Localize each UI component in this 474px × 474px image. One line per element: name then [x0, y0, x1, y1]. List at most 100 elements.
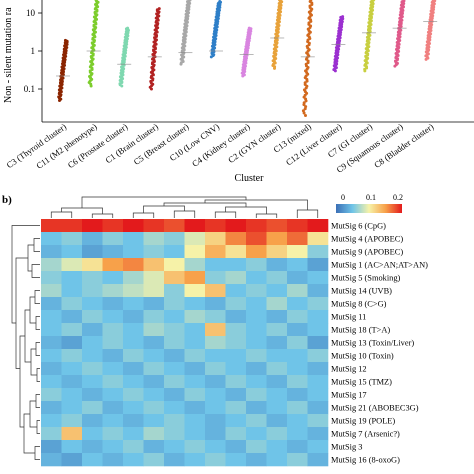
- heatmap-cell: [225, 349, 247, 363]
- heatmap-cell: [225, 310, 247, 324]
- heatmap-cell: [102, 388, 124, 402]
- heatmap-cell: [123, 427, 144, 441]
- row-dendrogram: [11, 225, 40, 460]
- heatmap-cell: [205, 427, 226, 441]
- heatmap-cell: [164, 414, 185, 428]
- y-tick-label: 1: [31, 46, 36, 56]
- heatmap-cell: [164, 349, 185, 363]
- heatmap-row-label: MutSig 4 (APOBEC): [331, 235, 403, 244]
- heatmap-cell: [82, 401, 103, 415]
- heatmap-cell: [61, 271, 83, 285]
- heatmap-row-label: MutSig 10 (Toxin): [331, 352, 394, 361]
- heatmap-cell: [82, 375, 103, 389]
- heatmap-cell: [287, 427, 308, 441]
- heatmap-cell: [307, 297, 329, 311]
- dendrogram-branch: [173, 210, 196, 218]
- heatmap-cell: [266, 284, 288, 298]
- heatmap-cell: [205, 310, 226, 324]
- heatmap-cell: [184, 401, 206, 415]
- data-point: [309, 0, 313, 2]
- heatmap-cell: [225, 245, 247, 259]
- dendrogram-branch: [33, 238, 40, 252]
- heatmap-row-label: MutSig 17: [331, 391, 367, 400]
- heatmap-cell: [123, 297, 144, 311]
- heatmap-cell: [41, 349, 62, 363]
- cluster-tick-labels: C3 (Thyroid cluster)C11 (M2 phenotype)C6…: [5, 121, 436, 174]
- dendrogram-branch: [61, 207, 103, 214]
- heatmap-row-label: MutSig 21 (ABOBEC3G): [331, 404, 419, 413]
- heatmap-cell: [61, 284, 83, 298]
- heatmap-cell: [184, 349, 206, 363]
- heatmap-cell: [61, 297, 83, 311]
- heatmap-cell: [184, 232, 206, 246]
- heatmap-cell: [123, 271, 144, 285]
- cluster-tick-label: C2 (GYN cluster): [226, 121, 282, 165]
- dendrogram-branch: [35, 316, 40, 330]
- heatmap-cell: [184, 323, 206, 337]
- colorbar-tick-2: 0.2: [393, 193, 403, 202]
- heatmap-cell: [102, 297, 124, 311]
- heatmap-cell: [246, 271, 267, 285]
- heatmap-cell: [184, 414, 206, 428]
- heatmap-cell: [61, 440, 83, 454]
- heatmap-cell: [205, 258, 226, 272]
- heatmap-cell: [205, 297, 226, 311]
- heatmap-cell: [143, 427, 165, 441]
- dendrogram-branch: [27, 244, 34, 272]
- heatmap-cell: [123, 219, 144, 233]
- heatmap-cell: [266, 388, 288, 402]
- heatmap-cell: [205, 284, 226, 298]
- heatmap-cell: [102, 323, 124, 337]
- heatmap-cell: [102, 310, 124, 324]
- heatmap-cell: [225, 232, 247, 246]
- data-point: [188, 0, 192, 2]
- y-tick-label: 10: [26, 8, 36, 18]
- heatmap-cell: [184, 453, 206, 467]
- heatmap-cell: [164, 401, 185, 415]
- column-dendrogram: [50, 196, 319, 218]
- data-point: [247, 26, 251, 30]
- heatmap-cell: [205, 323, 226, 337]
- dendrogram-branch: [132, 212, 155, 218]
- heatmap-cell: [41, 388, 62, 402]
- heatmap-cell: [164, 375, 185, 389]
- heatmap-cell: [246, 323, 267, 337]
- heatmap-cell: [143, 414, 165, 428]
- heatmap-cell: [164, 453, 185, 467]
- data-point: [94, 0, 98, 2]
- panel-b: b) MutSig 6 (CpG)MutSig 4 (APOBEC)MutSig…: [2, 193, 428, 467]
- heatmap-cell: [205, 219, 226, 233]
- heatmap-cell: [205, 453, 226, 467]
- heatmap-cell: [266, 440, 288, 454]
- heatmap-cell: [41, 323, 62, 337]
- heatmap-row-label: MutSig 18 (T>A): [331, 326, 390, 335]
- heatmap-cell: [164, 245, 185, 259]
- heatmap-cell: [184, 362, 206, 376]
- heatmap-cell: [266, 414, 288, 428]
- heatmap-cell: [307, 375, 329, 389]
- heatmap-cell: [266, 336, 288, 350]
- heatmap-cell: [41, 258, 62, 272]
- heatmap-cell: [246, 245, 267, 259]
- heatmap-cell: [287, 388, 308, 402]
- heatmap-cell: [41, 219, 62, 233]
- heatmap-cell: [225, 323, 247, 337]
- heatmap-cell: [82, 362, 103, 376]
- heatmap-cell: [41, 310, 62, 324]
- data-point: [372, 0, 376, 2]
- heatmap-cell: [164, 232, 185, 246]
- heatmap-cell: [287, 375, 308, 389]
- heatmap-cell: [123, 401, 144, 415]
- heatmap-cell: [82, 258, 103, 272]
- dendrogram-branch: [11, 225, 40, 324]
- heatmap-cell: [102, 232, 124, 246]
- heatmap-cell: [61, 258, 83, 272]
- heatmap-cell: [225, 375, 247, 389]
- heatmap-row-label: MutSig 14 (UVB): [331, 287, 392, 296]
- heatmap-cell: [287, 297, 308, 311]
- heatmap-cell: [246, 336, 267, 350]
- data-point: [402, 0, 406, 2]
- heatmap-cell: [123, 336, 144, 350]
- heatmap-cell: [287, 219, 308, 233]
- heatmap-cell: [164, 362, 185, 376]
